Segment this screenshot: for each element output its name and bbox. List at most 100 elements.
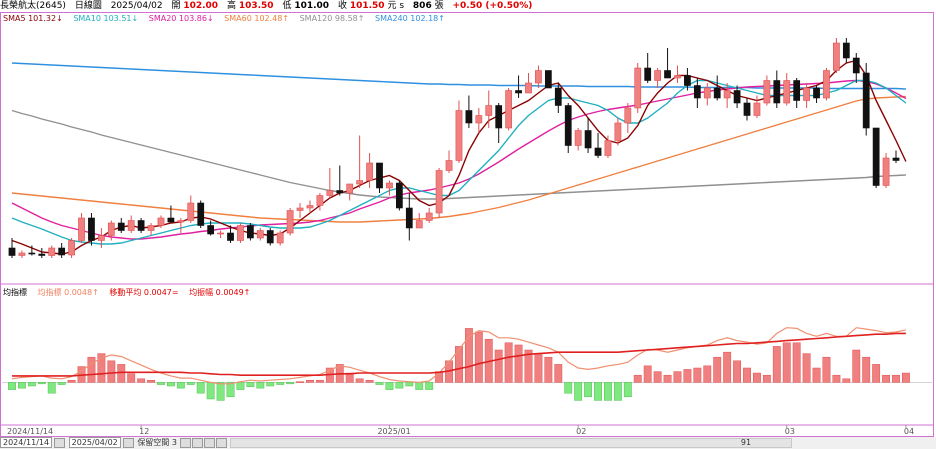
indicator-bar [365,379,374,383]
indicator-bar [315,379,324,383]
indicator-bar [703,365,712,383]
candle-body [98,235,105,241]
indicator-bar [57,382,66,385]
quote-date: 2025/04/02 [110,1,163,11]
candle-body [187,202,195,221]
candle-body [644,67,652,81]
candle-body [276,232,284,244]
candle-body [68,240,75,256]
indicator-bar [47,382,56,394]
indicator-legend: 均指標 均指標 0.0048↑ 移動平均 0.0047= 均振幅 0.0049↑ [3,287,258,298]
indicator-bar [27,382,36,387]
indicator-ma-label: 移動平均 0.0047= [109,288,179,297]
candle-body [674,75,681,79]
indicator-bar [474,331,483,383]
indicator-bar [782,342,791,383]
indicator-bar [405,382,414,387]
indicator-bar [37,382,46,385]
high-label: 高 [226,1,236,11]
indicator-bar [206,382,215,400]
candle-body [892,157,900,161]
scroll-left-icon[interactable] [203,437,215,448]
legend-sma60: SMA60 102.48↑ [224,14,290,23]
indicator-bar [832,374,841,383]
candle-body [88,217,95,241]
open-label: 開 [171,1,181,11]
candle-body [723,90,731,99]
candle-body [247,225,254,239]
open-value: 102.00 [183,1,219,11]
candle-body [833,42,840,71]
indicator-bar [157,382,165,385]
candle-body [316,195,324,206]
candle-body [713,87,721,99]
x-tick-label: 02 [576,427,586,436]
indicator-bar [643,365,652,383]
candle-body [664,70,671,79]
candle-body [743,102,751,116]
indicator-bar [455,346,463,383]
start-date-dropdown-icon[interactable] [54,437,66,448]
indicator-bar [107,360,116,383]
candle-body [376,162,383,189]
end-date-field[interactable]: 2025/04/02 [68,437,121,448]
candle-body [415,220,423,229]
candle-body [217,232,224,235]
close-value: 101.50 [349,1,385,11]
indicator-bar [196,382,205,394]
stock-name: 長榮航太(2645) [0,1,66,11]
indicator-bar [266,382,275,387]
candle-body [256,230,264,239]
candle-body [356,180,364,185]
candle-body [852,57,860,74]
sma120-line [11,109,906,200]
candle-body [266,230,274,244]
indicator-bar [415,382,424,390]
indicator-bar [842,378,851,383]
indicator-bar [425,382,434,390]
candle-body [634,67,642,109]
candle-body [167,217,175,223]
candle-body [117,222,125,231]
start-date-field[interactable]: 2024/11/14 [0,437,53,448]
candle-body [604,140,612,156]
indicator-bar [276,382,285,385]
indicator-bar [584,382,593,398]
indicator-bar [882,374,890,383]
candle-body [753,102,761,116]
candle-body [336,190,344,194]
change-value: +0.50 (+0.50%) [452,1,533,11]
close-label: 收 [337,1,347,11]
indicator-bar [147,379,155,383]
candle-body [197,202,205,226]
candle-body [296,207,304,211]
unit-s: s [399,1,405,11]
sma10-line [11,79,907,245]
indicator-bar [772,346,781,383]
zoom-in-icon[interactable] [191,437,203,448]
indicator-bar [663,374,672,383]
legend-sma5: SMA5 101.32↓ [3,14,63,23]
legend-sma120: SMA120 98.58↑ [299,14,365,23]
candle-body [237,225,244,241]
sma240-line [11,62,906,90]
volume-unit: 張 [434,1,444,11]
indicator-bar [246,382,255,387]
indicator-bar [544,356,553,383]
candle-body [654,70,661,81]
candle-body [525,82,532,94]
end-date-dropdown-icon[interactable] [122,437,134,448]
scrollbar[interactable]: 91 [230,437,793,448]
candle-body [842,42,850,59]
scroll-right-icon[interactable] [215,437,227,448]
candle-body [157,217,165,226]
indicator-bar [355,378,364,383]
candle-body [395,182,403,209]
candle-body [227,232,234,241]
indicator-bar [385,382,394,390]
high-value: 103.50 [238,1,274,11]
candle-body [862,72,870,129]
zoom-out-icon[interactable] [179,437,191,448]
indicator-ma-line [12,332,906,377]
